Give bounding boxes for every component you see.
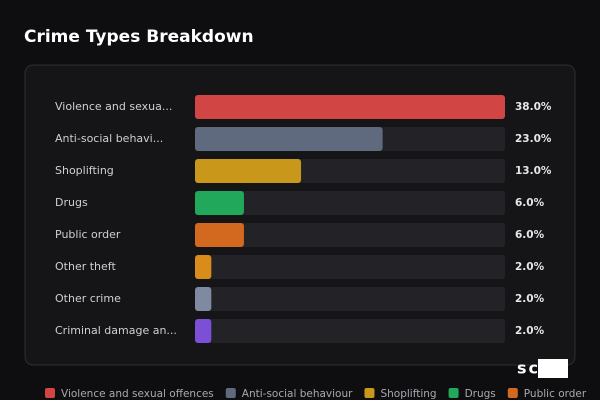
chart-title: Crime Types Breakdown <box>24 27 254 47</box>
value-label: 2.0% <box>515 293 545 305</box>
bar-track <box>195 287 505 311</box>
legend-swatch <box>225 388 236 398</box>
bar-track <box>195 223 505 247</box>
bar <box>195 287 212 311</box>
bar-track <box>195 319 505 343</box>
bar <box>195 319 212 343</box>
bar <box>195 255 212 279</box>
bar-track <box>195 255 505 279</box>
legend-label: Anti-social behaviour <box>242 388 353 400</box>
value-label: 23.0% <box>515 133 552 145</box>
logo: scOS <box>517 359 567 378</box>
logo-box <box>538 359 568 378</box>
value-label: 6.0% <box>515 197 545 209</box>
value-label: 38.0% <box>515 101 552 113</box>
legend-swatch <box>448 388 459 398</box>
category-label: Other crime <box>55 292 121 305</box>
bar <box>195 127 383 151</box>
legend-label: Shoplifting <box>380 388 436 400</box>
category-label: Anti-social behavi... <box>55 132 163 145</box>
bar <box>195 223 244 247</box>
legend-label: Drugs <box>465 388 496 400</box>
bar <box>195 159 302 183</box>
value-label: 13.0% <box>515 165 552 177</box>
bar <box>195 95 505 119</box>
category-label: Violence and sexua... <box>55 100 172 113</box>
legend-label: Violence and sexual offences <box>61 388 214 400</box>
value-label: 6.0% <box>515 229 545 241</box>
category-label: Drugs <box>55 196 88 209</box>
category-label: Public order <box>55 228 121 241</box>
bar-track <box>195 191 505 215</box>
legend-label: Public order <box>524 388 587 400</box>
value-label: 2.0% <box>515 261 545 273</box>
category-label: Criminal damage an... <box>55 324 177 337</box>
category-label: Shoplifting <box>55 164 114 177</box>
category-label: Other theft <box>55 260 116 273</box>
legend-swatch <box>364 388 375 398</box>
legend-swatch <box>507 388 518 398</box>
value-label: 2.0% <box>515 325 545 337</box>
bar <box>195 191 244 215</box>
legend-swatch <box>45 388 55 398</box>
